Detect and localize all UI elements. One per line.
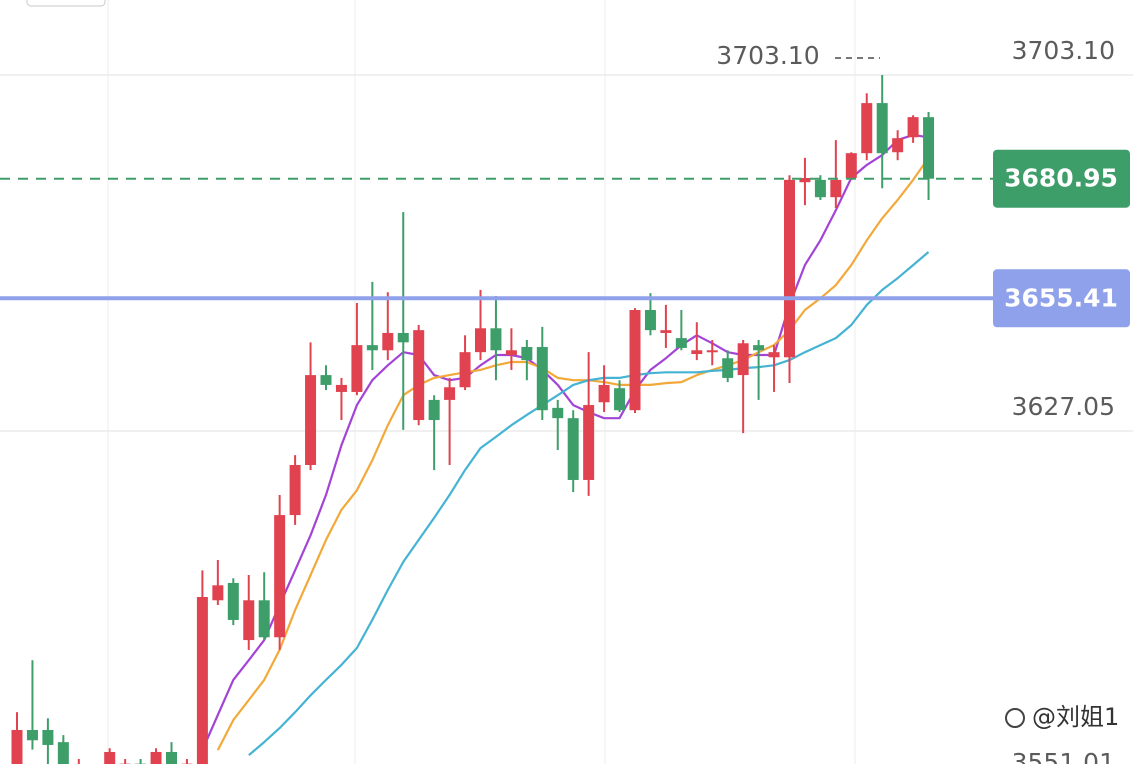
candle-body [814,179,826,198]
candle-body [629,310,641,411]
candle-body [444,387,456,400]
candle-body [397,332,409,343]
candle-body [583,405,595,480]
candle-body [274,515,286,638]
candle-body [799,177,811,183]
candle-body [845,153,857,178]
y-tick-label: 3551.01 [1012,748,1115,764]
candle-body [706,350,718,353]
candle-body [104,751,116,764]
candle-body [552,407,564,419]
candle-body [753,345,765,351]
candle-body [459,352,471,388]
candle-body [335,384,347,392]
candle-body [196,597,208,764]
price-label: 3680.95 [1004,164,1118,193]
ma-line [216,157,930,751]
candle-body [876,103,888,154]
candle-body [907,117,919,138]
candle-body [861,103,873,154]
candle-body [521,347,533,361]
candle-body [536,347,548,411]
y-tick-label: 3703.10 [1012,36,1115,65]
high-marker-label: 3703.10 [716,41,819,70]
candle-body [11,729,23,764]
candle-body [243,600,255,641]
candle-body [26,729,38,741]
candle-body [567,418,579,480]
candle-body [320,375,332,385]
y-tick-label: 3627.05 [1012,392,1115,421]
toolbar-button[interactable] [26,0,106,7]
candle-body [923,117,935,179]
candle-body [57,742,69,764]
candle-body [505,350,517,355]
candle-body [351,345,363,392]
candle-body [475,328,486,353]
candle-body [305,375,317,465]
candles [11,75,935,764]
ma-line [248,251,930,757]
price-label-box [993,149,1130,208]
ma-line [201,133,929,751]
candle-body [428,399,440,421]
candle-body [598,384,610,403]
candle-body [737,343,749,376]
candle-body [614,388,626,411]
candle-body [166,751,177,764]
candle-body [722,358,734,378]
watermark: @刘姐1 [1005,703,1119,731]
candle-body [660,330,672,333]
candle-body [675,338,687,348]
candle-body [227,582,239,620]
candle-body [768,352,780,358]
grid: 3703.10 3627.05 3551.01 [0,36,1133,764]
price-label: 3655.41 [1004,283,1118,312]
candle-body [892,138,904,153]
candle-body [413,330,425,421]
candle-body [784,179,795,358]
price-label-box [993,269,1130,328]
candle-body [42,729,54,745]
candle-body [644,310,656,331]
candle-body [212,585,224,601]
candle-body [490,328,502,351]
watermark-text: @刘姐1 [1032,703,1119,731]
candle-body [830,179,842,198]
candle-body [258,600,270,638]
candle-body [150,751,162,764]
candle-body [289,464,301,516]
candle-body [691,350,703,355]
candle-body [382,332,394,351]
watermark-icon [1005,708,1025,728]
overlay: 3680.95 3655.41 3703.10 [0,41,1130,328]
candle-body [366,345,378,351]
